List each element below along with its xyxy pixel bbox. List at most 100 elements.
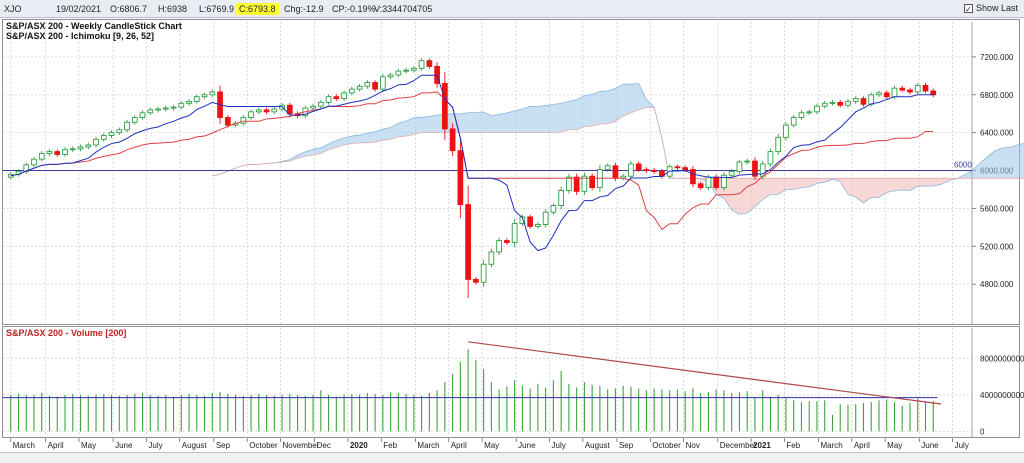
high-label: H:6938 [158,4,188,14]
candle-body [442,82,448,130]
x-tick-label: 2021 [753,441,771,450]
candle-body [899,87,906,91]
candle-body [790,117,797,126]
ichimoku-cloud-segment [305,149,314,157]
candle-body [527,216,533,227]
x-tick-label: Nov [686,441,700,450]
x-tick-label: May [484,441,499,450]
price-y-tick-label: 4800.000 [980,280,1014,289]
x-tick-label: July [552,441,566,450]
candle-body [488,251,495,265]
candle-body [240,117,247,124]
ichimoku-cloud-segment [320,144,329,154]
ichimoku-cloud-segment [793,178,802,190]
candle-body [542,211,549,225]
candle-body [395,70,402,76]
candle-body [155,108,161,111]
ichimoku-cloud-segment [630,83,639,113]
ichimoku-cloud-segment [995,147,1004,179]
x-tick-label: July [148,441,162,450]
senkou-span-b-line [212,107,1024,179]
ichimoku-cloud-segment [731,178,740,215]
candle-body [348,88,355,94]
ichimoku-cloud-segment [1018,143,1024,179]
candle-body [116,129,123,134]
candle-body [798,112,805,118]
ichimoku-cloud-segment [344,135,352,145]
volume-panel[interactable] [2,326,1020,438]
candle-body [85,144,92,148]
ichimoku-cloud-segment [855,178,864,203]
candle-body [767,151,774,165]
candle-body [224,117,231,126]
ichimoku-cloud-segment [475,111,484,133]
candle-body [139,112,146,118]
candle-body [131,117,138,123]
ichimoku-cloud-segment [933,178,941,187]
candle-body [317,101,324,107]
show-last-checkbox[interactable]: ✓ [963,3,973,14]
candle-body [728,171,735,176]
candle-body [682,167,689,171]
candle-body [162,107,169,110]
x-tick-label: June [921,441,939,450]
ichimoku-cloud-segment [530,106,538,133]
ichimoku-cloud-segment [902,178,910,191]
ichimoku-cloud-segment [762,178,771,200]
ichimoku-cloud-segment [336,137,345,148]
candle-body [449,128,456,152]
candle-body [457,150,464,206]
bottom-scroll-strip[interactable] [0,452,1024,463]
candle-body [108,132,115,136]
x-tick-label: Dec [317,441,331,450]
ichimoku-cloud-segment [553,103,562,133]
candle-body [705,176,712,189]
ichimoku-cloud-segment [840,178,848,195]
price-chart-title: S&P/ASX 200 - Weekly CandleStick Chart [6,21,182,31]
x-tick-label: Sep [619,441,634,450]
candle-body [255,109,262,113]
ichimoku-cloud-segment [747,178,755,214]
ichimoku-cloud-segment [754,178,763,207]
volume-y-tick-label: 0 [980,427,985,436]
candle-body [124,121,130,131]
x-tick-label: Sep [216,441,231,450]
candle-body [713,176,720,189]
ichimoku-cloud-segment [413,117,422,135]
volume-trendline [468,341,942,405]
candle-body [744,160,751,163]
support-level-label: 6000 [954,161,972,170]
ichimoku-cloud-segment [406,117,414,136]
candle-body [604,165,611,171]
ichimoku-cloud-segment [584,94,593,127]
candle-body [783,124,789,138]
x-tick-label: 2020 [350,441,368,450]
candle-body [372,82,378,90]
candle-body [907,89,913,93]
price-y-tick-label: 6400.000 [980,129,1014,138]
candle-body [93,138,99,146]
ichimoku-cloud-segment [483,111,492,133]
candle-body [379,76,386,90]
x-tick-label: October [652,441,681,450]
candle-body [612,165,619,179]
candle-body [465,204,471,280]
candle-body [697,183,704,189]
x-tick-label: May [81,441,96,450]
candle-body [837,101,844,106]
candle-body [403,69,409,72]
ichimoku-cloud-segment [375,129,383,143]
ichimoku-cloud-segment [537,105,546,133]
show-last-toggle[interactable]: ✓ Show Last [963,3,1018,14]
ichimoku-cloud-segment [801,178,810,188]
ichimoku-cloud-segment [1010,144,1019,179]
quote-toolbar: XJO 19/02/2021 O:6806.7 H:6938 L:6769.9 … [0,0,1024,18]
candle-body [930,90,937,96]
candle-body [100,135,107,140]
volume-label: V:3344704705 [374,4,433,14]
ichimoku-cloud-segment [940,178,949,185]
ichimoku-cloud-segment [987,150,996,179]
candle-body [209,91,216,96]
ichimoku-cloud-segment [390,123,399,140]
